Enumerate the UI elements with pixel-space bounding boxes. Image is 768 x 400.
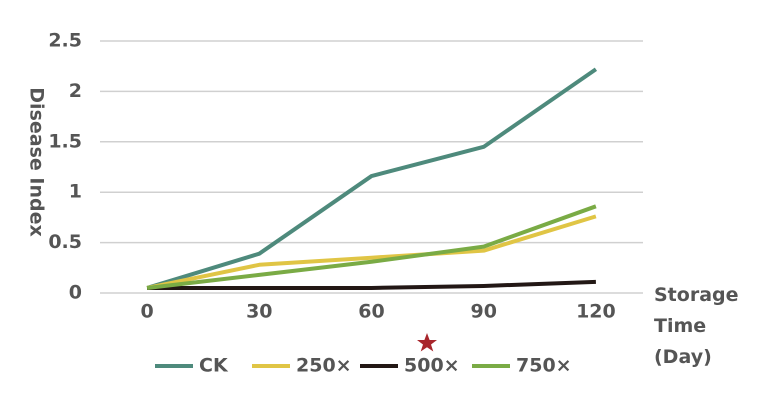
- x-axis-label: Storage Time (Day): [654, 284, 739, 368]
- legend-label: 250×: [296, 355, 352, 377]
- x-tick-label: 120: [576, 301, 616, 323]
- y-tick-label: 0: [69, 282, 82, 304]
- y-tick-label: 2.5: [48, 30, 82, 52]
- y-tick-label: 1.5: [48, 130, 82, 152]
- y-tick-label: 0.5: [48, 231, 82, 253]
- series-line: [146, 204, 597, 290]
- series-line: [146, 67, 598, 290]
- series-line: [146, 214, 597, 290]
- y-tick-label: 2: [69, 80, 82, 102]
- x-tick-label: 60: [358, 301, 384, 323]
- star-marker: [417, 333, 437, 352]
- series-line: [147, 279, 596, 290]
- legend-label: 500×: [404, 355, 460, 377]
- y-tick-label: 1: [69, 181, 82, 203]
- legend-label: CK: [199, 355, 229, 377]
- x-tick-label: 30: [246, 301, 272, 323]
- legend-label: 750×: [516, 355, 572, 377]
- x-tick-label: 0: [140, 301, 153, 323]
- x-tick-label: 90: [470, 301, 496, 323]
- y-axis-label: Disease Index: [26, 87, 48, 236]
